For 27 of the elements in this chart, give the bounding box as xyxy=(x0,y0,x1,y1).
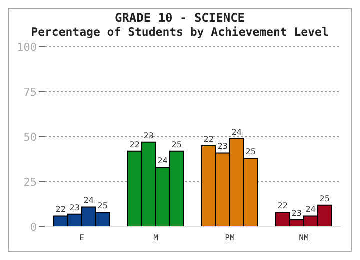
x-tick-label: NM xyxy=(299,234,309,243)
text: 24 xyxy=(158,156,168,166)
y-tick-label: 50 xyxy=(24,130,37,144)
text: 23 xyxy=(144,131,154,140)
x-tick-label: PM xyxy=(225,234,235,243)
x-tick-label: E xyxy=(80,234,85,243)
text: 22 xyxy=(278,202,288,211)
text: 22 xyxy=(130,140,140,150)
y-tick-label: 25 xyxy=(24,176,37,189)
text: 25 xyxy=(320,194,330,204)
series-label: 25 xyxy=(98,202,108,211)
text: 22 xyxy=(204,135,214,144)
y-tick-label: 75 xyxy=(24,86,37,99)
text: 23 xyxy=(292,208,302,218)
series-label: 22 xyxy=(56,205,66,214)
text: 24 xyxy=(232,128,242,137)
text: 23 xyxy=(218,142,228,152)
text: 25 xyxy=(246,148,256,157)
y-tick-label: 0 xyxy=(30,220,37,234)
chart-subtitle: Percentage of Students by Achievement Level xyxy=(30,25,330,39)
text: 25 xyxy=(172,140,182,150)
x-tick-label: M xyxy=(154,234,159,243)
y-tick-label: 100 xyxy=(17,40,37,54)
series-label: 24 xyxy=(84,196,94,206)
text: 24 xyxy=(306,205,316,214)
chart-title: GRADE 10 - SCIENCE xyxy=(114,11,246,25)
series-label: 23 xyxy=(70,203,80,212)
